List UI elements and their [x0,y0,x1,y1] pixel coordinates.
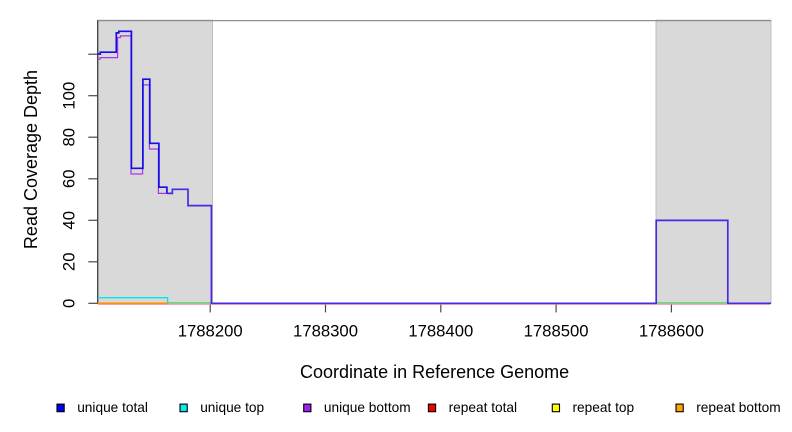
svg-text:unique total: unique total [77,400,148,415]
svg-text:Coordinate in Reference Genome: Coordinate in Reference Genome [300,362,569,382]
svg-text:20: 20 [60,253,79,272]
svg-text:60: 60 [60,170,79,189]
svg-text:1788200: 1788200 [178,321,243,340]
svg-text:1788600: 1788600 [639,321,704,340]
svg-text:40: 40 [60,211,79,230]
svg-text:Read Coverage Depth: Read Coverage Depth [21,70,41,249]
svg-text:1788500: 1788500 [524,321,589,340]
svg-text:repeat bottom: repeat bottom [696,400,780,415]
svg-text:0: 0 [60,299,79,308]
svg-text:80: 80 [60,128,79,147]
svg-text:1788300: 1788300 [293,321,358,340]
svg-text:unique bottom: unique bottom [324,400,411,415]
svg-text:repeat top: repeat top [573,400,635,415]
svg-text:100: 100 [60,82,79,110]
svg-text:1788400: 1788400 [408,321,473,340]
svg-text:unique top: unique top [200,400,264,415]
svg-text:repeat total: repeat total [449,400,517,415]
